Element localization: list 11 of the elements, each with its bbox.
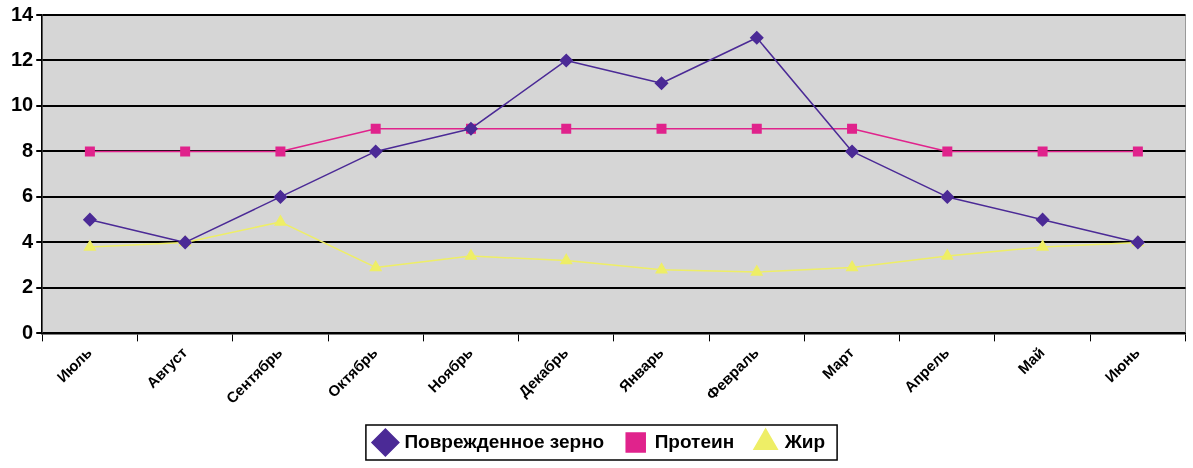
- legend-label: Жир: [783, 430, 826, 452]
- y-tick-label: 0: [22, 320, 34, 343]
- y-tick-label: 2: [22, 275, 34, 298]
- legend-label: Протеин: [654, 430, 735, 452]
- y-tick-label: 4: [22, 229, 35, 252]
- y-tick-label: 14: [11, 2, 35, 25]
- legend-label: Поврежденное зерно: [404, 430, 605, 452]
- y-tick-label: 6: [22, 184, 34, 207]
- y-tick-label: 8: [22, 138, 34, 161]
- y-tick-label: 12: [11, 48, 34, 70]
- y-tick-label: 10: [11, 93, 34, 116]
